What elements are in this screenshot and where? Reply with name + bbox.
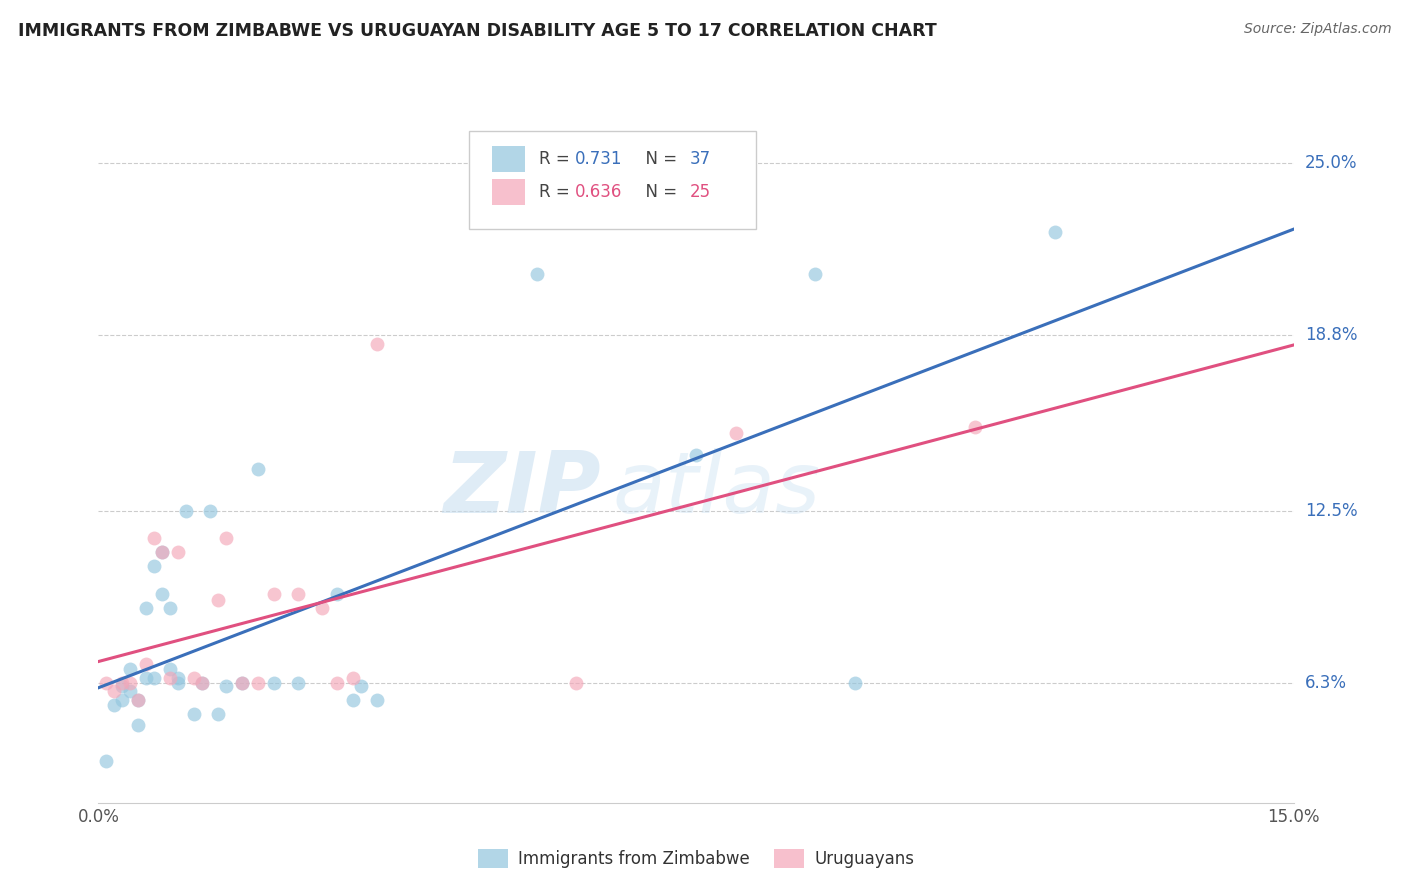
Point bbox=[150, 545, 173, 559]
Point bbox=[183, 706, 205, 721]
Text: N =: N = bbox=[636, 150, 682, 169]
Point bbox=[215, 679, 238, 693]
Point bbox=[96, 754, 118, 768]
Text: Source: ZipAtlas.com: Source: ZipAtlas.com bbox=[1244, 22, 1392, 37]
Text: ZIP: ZIP bbox=[443, 448, 600, 532]
Point bbox=[342, 671, 364, 685]
Point bbox=[366, 336, 388, 351]
Text: IMMIGRANTS FROM ZIMBABWE VS URUGUAYAN DISABILITY AGE 5 TO 17 CORRELATION CHART: IMMIGRANTS FROM ZIMBABWE VS URUGUAYAN DI… bbox=[18, 22, 936, 40]
Text: 0.731: 0.731 bbox=[575, 150, 623, 169]
Point bbox=[159, 671, 181, 685]
Point bbox=[246, 462, 269, 476]
Bar bbox=[492, 146, 524, 172]
Point bbox=[96, 676, 118, 690]
Point bbox=[724, 425, 747, 440]
Point bbox=[135, 657, 157, 671]
Point bbox=[231, 676, 253, 690]
Point bbox=[1043, 225, 1066, 239]
Bar bbox=[492, 178, 524, 205]
Point bbox=[231, 676, 253, 690]
Point bbox=[263, 676, 285, 690]
Text: atlas: atlas bbox=[612, 448, 820, 532]
Point bbox=[287, 587, 309, 601]
Point bbox=[685, 448, 707, 462]
Point bbox=[143, 559, 166, 574]
Point bbox=[207, 706, 229, 721]
Text: N =: N = bbox=[636, 183, 682, 201]
Text: 0.636: 0.636 bbox=[575, 183, 623, 201]
FancyBboxPatch shape bbox=[470, 131, 756, 229]
Point bbox=[198, 503, 221, 517]
Point bbox=[127, 718, 149, 732]
Point bbox=[326, 676, 349, 690]
Text: 37: 37 bbox=[690, 150, 711, 169]
Point bbox=[167, 676, 190, 690]
Point bbox=[135, 601, 157, 615]
Point bbox=[191, 676, 214, 690]
Point bbox=[326, 587, 349, 601]
Point bbox=[366, 693, 388, 707]
Point bbox=[191, 676, 214, 690]
Point bbox=[167, 545, 190, 559]
Point bbox=[246, 676, 269, 690]
Point bbox=[150, 545, 173, 559]
Text: 6.3%: 6.3% bbox=[1305, 674, 1347, 692]
Text: R =: R = bbox=[540, 183, 575, 201]
Point bbox=[143, 532, 166, 546]
Point bbox=[143, 671, 166, 685]
Point bbox=[111, 679, 134, 693]
Point bbox=[311, 601, 333, 615]
Point bbox=[111, 676, 134, 690]
Point bbox=[963, 420, 986, 434]
Point bbox=[150, 587, 173, 601]
Point bbox=[263, 587, 285, 601]
Point bbox=[120, 676, 142, 690]
Point bbox=[127, 693, 149, 707]
Legend: Immigrants from Zimbabwe, Uruguayans: Immigrants from Zimbabwe, Uruguayans bbox=[471, 842, 921, 874]
Point bbox=[287, 676, 309, 690]
Text: 25.0%: 25.0% bbox=[1305, 153, 1357, 171]
Point bbox=[565, 676, 588, 690]
Point bbox=[207, 592, 229, 607]
Point bbox=[159, 601, 181, 615]
Text: 18.8%: 18.8% bbox=[1305, 326, 1357, 344]
Point bbox=[103, 698, 125, 713]
Point bbox=[342, 693, 364, 707]
Point bbox=[844, 676, 866, 690]
Point bbox=[111, 693, 134, 707]
Point bbox=[127, 693, 149, 707]
Point bbox=[350, 679, 373, 693]
Point bbox=[526, 267, 548, 281]
Point bbox=[103, 684, 125, 698]
Text: R =: R = bbox=[540, 150, 575, 169]
Point bbox=[167, 671, 190, 685]
Point bbox=[174, 503, 197, 517]
Point bbox=[183, 671, 205, 685]
Text: 25: 25 bbox=[690, 183, 711, 201]
Point bbox=[215, 532, 238, 546]
Point bbox=[135, 671, 157, 685]
Point bbox=[804, 267, 827, 281]
Text: 12.5%: 12.5% bbox=[1305, 501, 1357, 519]
Point bbox=[159, 662, 181, 676]
Point bbox=[120, 684, 142, 698]
Point bbox=[120, 662, 142, 676]
